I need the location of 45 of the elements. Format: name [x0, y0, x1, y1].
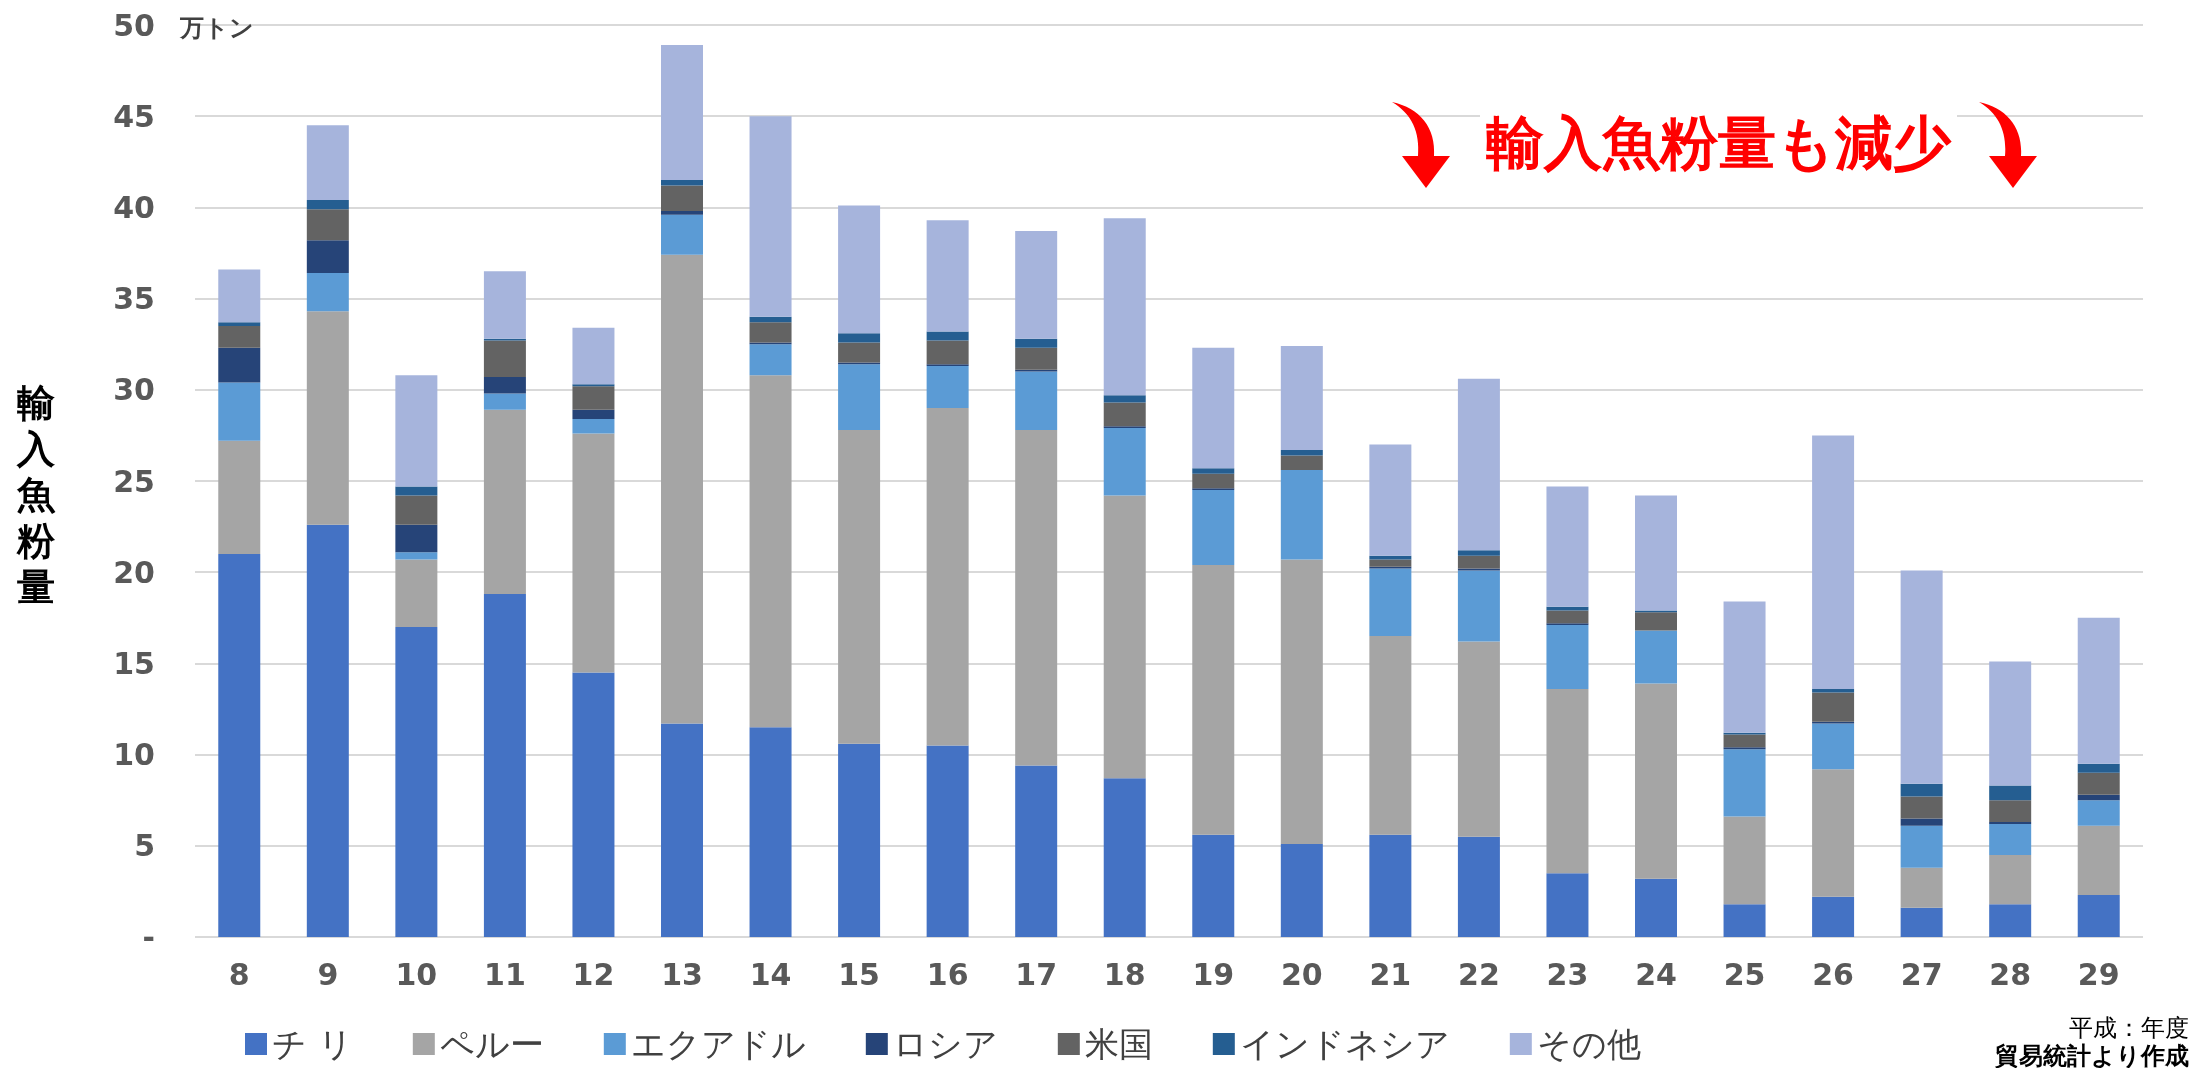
x-tick-label: 9 [317, 956, 339, 992]
annotation: 万トン [180, 13, 254, 44]
text: 貿易統計より作成 [1995, 1041, 2189, 1068]
y-tick-label: - [142, 919, 155, 955]
y-tick-label: 20 [113, 554, 155, 590]
y-tick-label: 15 [113, 645, 155, 681]
x-axis-title: 平成：年度 [2069, 1013, 2189, 1043]
x-tick-label: 17 [1015, 956, 1058, 992]
x-tick-label: 27 [1900, 956, 1943, 992]
x-tick-label: 26 [1812, 956, 1854, 992]
x-tick-label: 29 [2077, 956, 2120, 992]
x-tick-label: 24 [1635, 956, 1677, 992]
x-tick-label: 12 [572, 956, 615, 992]
legend-label: エクアドル [630, 1024, 806, 1064]
legend-label: 米国 [1084, 1024, 1153, 1064]
y-tick-label: 5 [134, 828, 155, 864]
x-tick-label: 19 [1192, 956, 1235, 992]
x-tick-label: 21 [1369, 956, 1412, 992]
x-tick-label: 11 [484, 956, 526, 992]
x-tick-label: 8 [228, 956, 250, 992]
x-tick-label: 13 [661, 956, 703, 992]
x-tick-label: 25 [1723, 956, 1766, 992]
y-tick-label: 45 [113, 98, 155, 134]
x-tick-label: 10 [395, 956, 438, 992]
y-tick-label: 30 [113, 372, 155, 408]
annotation: 輸入魚粉量も減少 [1480, 105, 1957, 183]
y-axis-title: 輸入魚粉量 [15, 380, 56, 610]
x-tick-label: 15 [838, 956, 880, 992]
y-tick-label: 50 [113, 7, 155, 43]
x-tick-label: 14 [749, 956, 792, 992]
x-tick-label: 20 [1280, 956, 1323, 992]
x-tick-label: 22 [1458, 956, 1500, 992]
legend-label: ペルー [439, 1024, 544, 1064]
y-tick-label: 35 [113, 281, 155, 317]
x-tick-label: 28 [1989, 956, 2032, 992]
legend-label: ロシア [892, 1024, 998, 1064]
legend-label: その他 [1536, 1024, 1641, 1064]
y-tick-label: 25 [113, 463, 155, 499]
x-tick-label: 16 [926, 956, 969, 992]
x-tick-label: 18 [1103, 956, 1146, 992]
legend-label: インドネシア [1239, 1024, 1450, 1064]
y-tick-label: 40 [113, 189, 155, 225]
y-tick-label: 10 [113, 737, 155, 773]
x-tick-label: 23 [1546, 956, 1589, 992]
legend-label: チ リ [272, 1024, 353, 1064]
